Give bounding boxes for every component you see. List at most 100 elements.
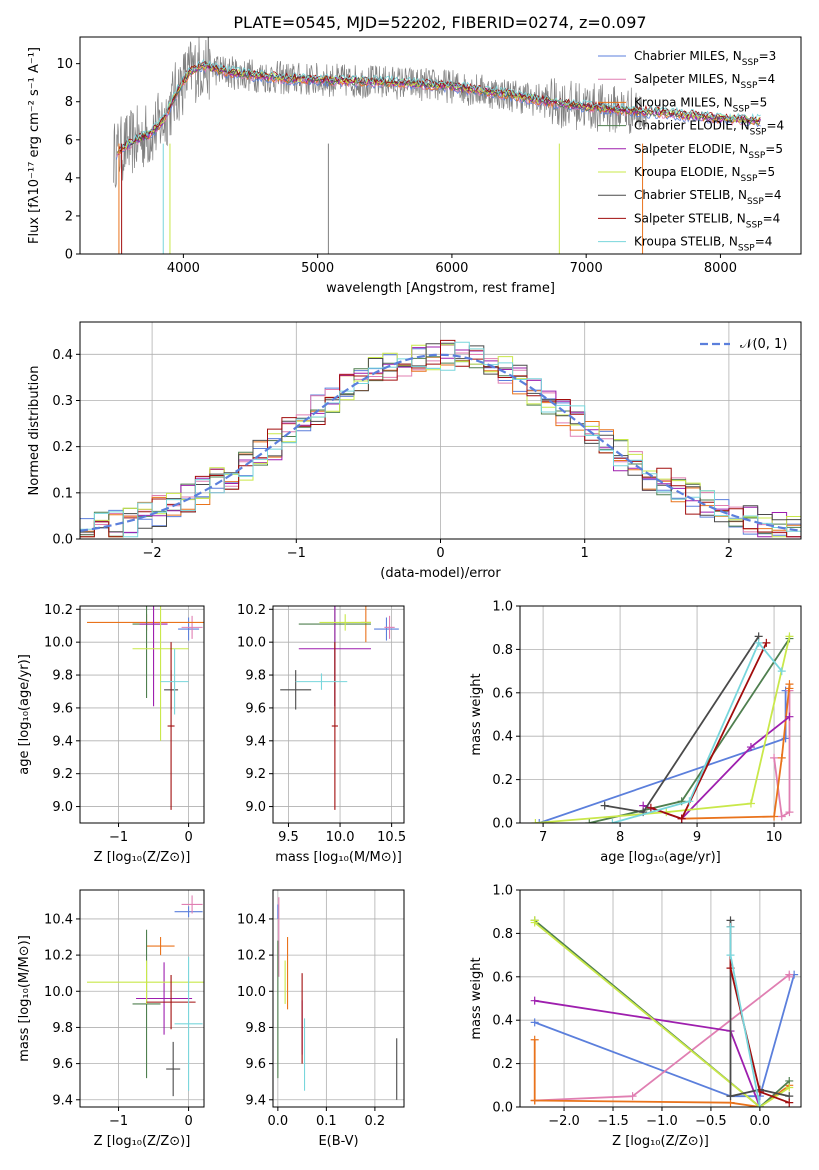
y-tick-label: 9.2	[52, 767, 73, 782]
residual-histogram	[80, 339, 801, 538]
y-tick-label: 4	[65, 171, 73, 186]
x-tick-label: −0.5	[695, 1114, 727, 1129]
legend-subscript: SSP	[741, 81, 758, 91]
ssp-marker	[755, 1103, 764, 1107]
y-tick-label: 9.2	[245, 767, 266, 782]
plot-area-age_vs_mass	[280, 606, 399, 810]
ssp-marker	[530, 1096, 539, 1105]
ssp-marker	[535, 819, 544, 823]
x-axis-label: mass [log₁₀(M/M⊙)]	[275, 850, 402, 865]
y-tick-label: 0.1	[52, 486, 73, 501]
plot-area-mass_weight_vs_Z	[530, 916, 799, 1107]
x-axis-label: wavelength [Angstrom, rest frame]	[326, 281, 555, 296]
legend-nssp: =4	[757, 72, 775, 86]
x-tick-label: 0.1	[316, 1114, 337, 1129]
mass-weight-line	[534, 974, 795, 1098]
x-tick-label: 6000	[435, 261, 468, 276]
ssp-marker	[685, 797, 694, 806]
legend-nssp: =4	[764, 188, 782, 202]
ssp-marker	[785, 684, 794, 693]
x-tick-label: 0.2	[365, 1114, 386, 1129]
x-tick-label: 0	[184, 830, 192, 845]
x-tick-label: −1.5	[597, 1114, 629, 1129]
legend-subscript: SSP	[748, 151, 765, 161]
mass-weight-line	[534, 919, 790, 1107]
y-tick-label: 9.8	[245, 669, 266, 684]
ssp-marker	[726, 922, 735, 931]
y-tick-label: 10.0	[237, 636, 266, 651]
y-tick-label: 9.8	[52, 669, 73, 684]
y-axis-label: mass weight	[469, 673, 484, 755]
ssp-marker	[785, 712, 794, 721]
y-tick-label: 6	[65, 133, 73, 148]
x-axis-label: Z [log₁₀(Z/Z⊙)]	[612, 1134, 709, 1149]
legend-label: Salpeter ELODIE, NSSP=5	[634, 142, 783, 161]
ssp-marker	[628, 1092, 637, 1101]
ssp-marker	[785, 1098, 794, 1107]
y-tick-label: 0.6	[492, 686, 513, 701]
x-axis-label: age [log₁₀(age/yr)]	[600, 850, 721, 865]
legend-nssp: =3	[759, 49, 777, 63]
y-tick-label: 10.2	[237, 949, 266, 964]
y-tick-label: 10.2	[44, 949, 73, 964]
y-tick-label: 10.0	[44, 636, 73, 651]
y-axis-label: mass [log₁₀(M/M⊙)]	[17, 935, 32, 1062]
x-tick-label: 0.0	[268, 1114, 289, 1129]
x-tick-label: −2.0	[548, 1114, 580, 1129]
ssp-marker	[608, 819, 617, 823]
x-tick-label: 7	[539, 830, 547, 845]
y-tick-label: 0.2	[492, 1057, 513, 1072]
y-tick-label: 1.0	[492, 600, 513, 615]
x-tick-label: 8000	[704, 261, 737, 276]
y-tick-label: 9.6	[52, 701, 73, 716]
ssp-marker	[770, 812, 779, 821]
y-tick-label: 9.6	[245, 1057, 266, 1072]
y-tick-label: 0.8	[492, 643, 513, 658]
plot-area-spectrum	[113, 37, 762, 254]
x-tick-label: 7000	[570, 261, 603, 276]
ssp-marker	[585, 819, 594, 823]
ssp-marker	[530, 1035, 539, 1044]
gaussian-curve	[80, 353, 801, 532]
x-axis-label: Z [log₁₀(Z/Z⊙)]	[94, 850, 191, 865]
x-tick-label: 10	[766, 830, 783, 845]
legend-label: Salpeter STELIB, NSSP=4	[634, 211, 780, 230]
x-tick-label: −1	[109, 1114, 128, 1129]
legend-subscript: SSP	[742, 58, 759, 68]
mass-weight-line	[534, 999, 761, 1107]
y-tick-label: 10.0	[237, 985, 266, 1000]
legend-subscript: SSP	[733, 104, 750, 114]
ssp-marker	[646, 803, 655, 812]
ssp-marker	[746, 743, 755, 752]
y-tick-label: 9.0	[52, 800, 73, 815]
x-tick-label: 5000	[301, 261, 334, 276]
y-tick-label: 10.0	[44, 985, 73, 1000]
y-tick-label: 9.8	[52, 1021, 73, 1036]
x-axis-label: (data-model)/error	[380, 566, 501, 581]
axes-frame	[519, 889, 802, 1108]
ssp-marker	[762, 638, 771, 647]
plot-area-mass_vs_Z	[87, 895, 204, 1097]
ssp-marker	[746, 799, 755, 808]
ssp-marker	[754, 638, 763, 647]
y-tick-label: 0.0	[492, 1101, 513, 1116]
ssp-marker	[770, 753, 779, 762]
y-tick-label: 10	[56, 57, 73, 72]
legend-label: Chabrier ELODIE, NSSP=4	[634, 119, 784, 138]
x-tick-label: 9	[693, 830, 701, 845]
legend-label: Kroupa ELODIE, NSSP=5	[634, 165, 775, 184]
y-axis-label: Flux [fλ10⁻¹⁷ erg cm⁻² s⁻¹ A⁻¹]	[27, 47, 42, 244]
x-tick-label: 10.0	[326, 830, 355, 845]
y-tick-label: 10.2	[237, 603, 266, 618]
y-axis-label: mass weight	[469, 957, 484, 1039]
y-tick-label: 0.4	[492, 730, 513, 745]
legend-label: Chabrier STELIB, NSSP=4	[634, 188, 782, 207]
x-tick-label: 10.5	[377, 830, 406, 845]
ssp-marker	[677, 814, 686, 823]
x-axis-label: Z [log₁₀(Z/Z⊙)]	[94, 1134, 191, 1149]
legend-label: Kroupa STELIB, NSSP=4	[634, 235, 772, 254]
legend-label: 𝒩(0, 1)	[740, 337, 787, 352]
observed-spectrum	[113, 37, 647, 189]
ssp-marker	[785, 1083, 794, 1092]
